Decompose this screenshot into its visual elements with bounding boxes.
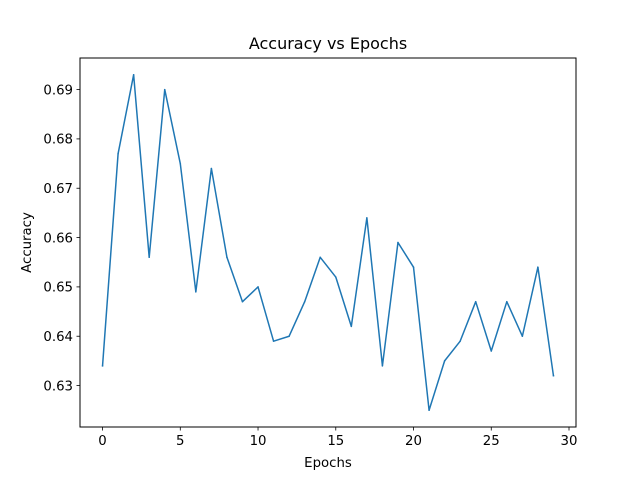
data-point bbox=[474, 300, 477, 303]
data-point bbox=[397, 241, 399, 244]
x-tick-label: 25 bbox=[483, 434, 500, 449]
y-tick-label: 0.67 bbox=[43, 182, 73, 197]
data-point bbox=[443, 360, 446, 362]
data-point bbox=[319, 256, 321, 259]
y-tick-label: 0.68 bbox=[43, 133, 73, 148]
data-point bbox=[552, 374, 555, 377]
data-point bbox=[272, 340, 275, 342]
plot-area: 0 5 10 15 20 25 30 0.63 0.64 0.65 0.66 0.67 0.68 0.69 bbox=[43, 74, 577, 449]
chart-title: Accuracy vs Epochs bbox=[249, 34, 407, 53]
x-tick-label: 15 bbox=[327, 434, 344, 449]
data-point bbox=[101, 365, 104, 367]
data-point bbox=[117, 152, 119, 155]
series-line-0 bbox=[101, 74, 555, 411]
y-tick-label: 0.66 bbox=[43, 231, 73, 246]
data-point bbox=[381, 365, 384, 367]
data-point bbox=[412, 266, 415, 268]
data-point bbox=[350, 325, 353, 328]
plot-frame bbox=[79, 57, 577, 428]
data-point bbox=[132, 74, 135, 76]
y-tick-label: 0.63 bbox=[43, 379, 73, 394]
data-point bbox=[148, 256, 150, 259]
data-point bbox=[210, 167, 213, 170]
data-point bbox=[506, 300, 508, 303]
data-point bbox=[303, 300, 306, 303]
data-point bbox=[257, 286, 259, 288]
data-point bbox=[490, 350, 493, 352]
data-point bbox=[366, 217, 368, 219]
data-point bbox=[288, 335, 290, 337]
data-point bbox=[459, 340, 461, 342]
data-point bbox=[428, 409, 430, 411]
data-point bbox=[335, 276, 337, 278]
x-tick-label: 20 bbox=[405, 434, 422, 449]
data-point bbox=[537, 266, 539, 268]
y-tick-label: 0.65 bbox=[43, 281, 73, 296]
y-tick-label: 0.69 bbox=[43, 83, 73, 98]
x-axis-label: Epochs bbox=[304, 456, 352, 471]
y-axis-label: Accuracy bbox=[20, 212, 35, 273]
x-tick-label: 10 bbox=[250, 434, 267, 449]
data-point bbox=[195, 291, 197, 293]
y-tick-label: 0.64 bbox=[43, 330, 73, 345]
x-tick-label: 0 bbox=[98, 434, 106, 449]
x-tick-label: 30 bbox=[561, 434, 578, 449]
x-tick-label: 5 bbox=[176, 434, 184, 449]
data-point bbox=[241, 300, 244, 303]
data-point bbox=[163, 88, 166, 91]
data-point bbox=[226, 256, 228, 259]
data-point bbox=[521, 335, 524, 337]
data-point bbox=[179, 162, 182, 165]
